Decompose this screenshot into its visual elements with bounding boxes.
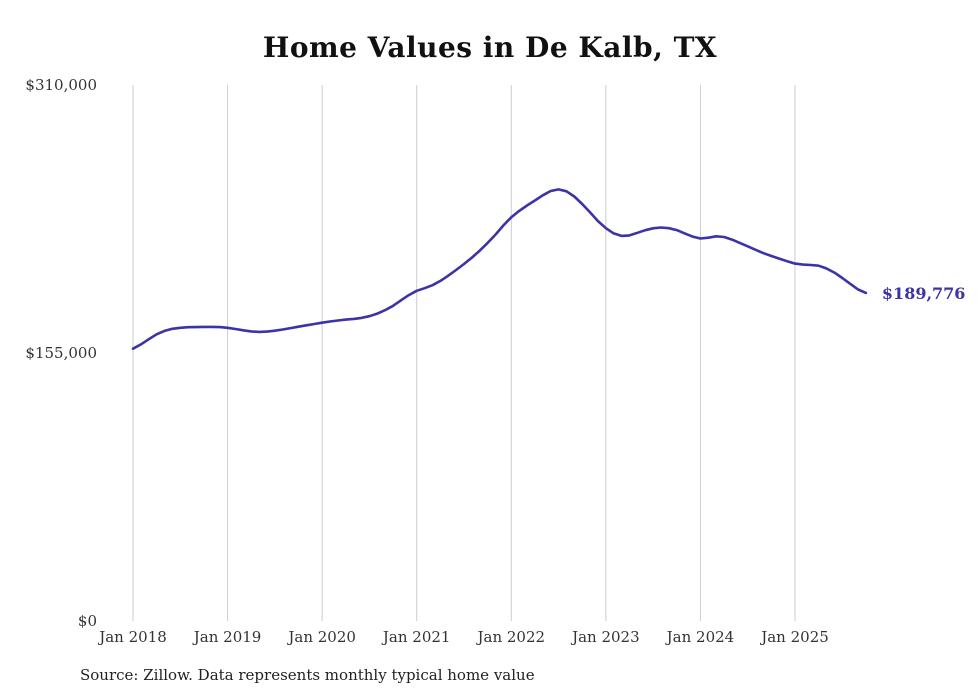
y-tick-label: $155,000 — [25, 344, 97, 362]
y-tick-label: $0 — [78, 612, 97, 630]
x-tick-label: Jan 2025 — [759, 628, 829, 646]
chart-title: Home Values in De Kalb, TX — [262, 31, 718, 64]
x-tick-label: Jan 2018 — [97, 628, 167, 646]
x-tick-label: Jan 2022 — [476, 628, 546, 646]
x-tick-label: Jan 2021 — [381, 628, 451, 646]
source-note: Source: Zillow. Data represents monthly … — [80, 666, 535, 684]
latest-value-label: $189,776 — [882, 284, 966, 303]
x-tick-label: Jan 2019 — [192, 628, 262, 646]
y-tick-label: $310,000 — [25, 76, 97, 94]
x-tick-label: Jan 2020 — [286, 628, 356, 646]
home-value-line — [131, 188, 868, 350]
x-tick-label: Jan 2024 — [665, 628, 735, 646]
x-tick-label: Jan 2023 — [570, 628, 640, 646]
